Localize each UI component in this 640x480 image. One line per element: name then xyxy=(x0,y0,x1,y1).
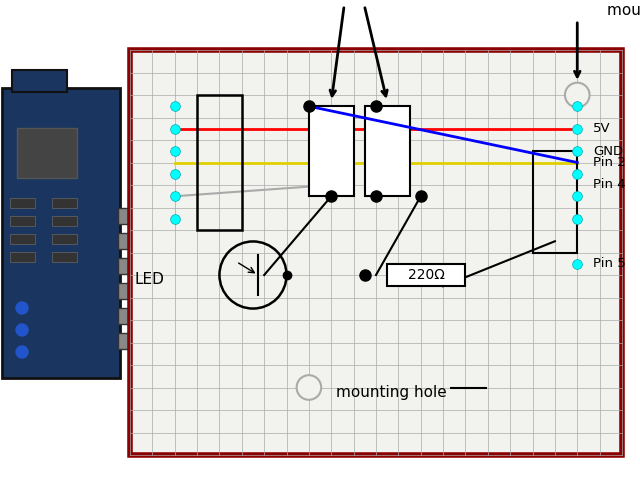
Circle shape xyxy=(16,302,28,314)
Bar xyxy=(387,264,465,286)
Bar xyxy=(10,234,35,244)
Circle shape xyxy=(296,375,321,400)
Bar xyxy=(12,70,67,92)
Bar xyxy=(52,234,77,244)
Bar xyxy=(118,258,136,274)
Text: Pin 2: Pin 2 xyxy=(593,156,626,169)
Bar xyxy=(197,95,242,230)
Text: 220Ω: 220Ω xyxy=(408,268,445,282)
Bar xyxy=(118,283,136,299)
Bar xyxy=(10,216,35,226)
Text: mounting hole: mounting hole xyxy=(607,2,640,17)
Bar xyxy=(309,106,354,196)
Text: 5V: 5V xyxy=(593,122,611,135)
Bar xyxy=(130,50,622,455)
Bar xyxy=(532,151,577,252)
Bar xyxy=(118,208,136,224)
Text: Pin 5: Pin 5 xyxy=(593,257,626,270)
Bar xyxy=(118,308,136,324)
Text: LED: LED xyxy=(135,273,165,288)
Circle shape xyxy=(565,83,589,108)
Bar xyxy=(52,216,77,226)
Bar xyxy=(118,333,136,349)
Bar xyxy=(10,198,35,208)
Bar xyxy=(52,198,77,208)
Text: GND: GND xyxy=(593,145,623,158)
Bar xyxy=(118,233,136,249)
Bar xyxy=(10,252,35,262)
Text: mounting hole: mounting hole xyxy=(336,385,447,400)
Bar xyxy=(52,252,77,262)
Circle shape xyxy=(16,346,28,358)
Bar xyxy=(2,88,120,378)
Bar xyxy=(17,128,77,178)
Text: Pin 4: Pin 4 xyxy=(593,179,625,192)
Bar xyxy=(365,106,410,196)
Circle shape xyxy=(16,324,28,336)
